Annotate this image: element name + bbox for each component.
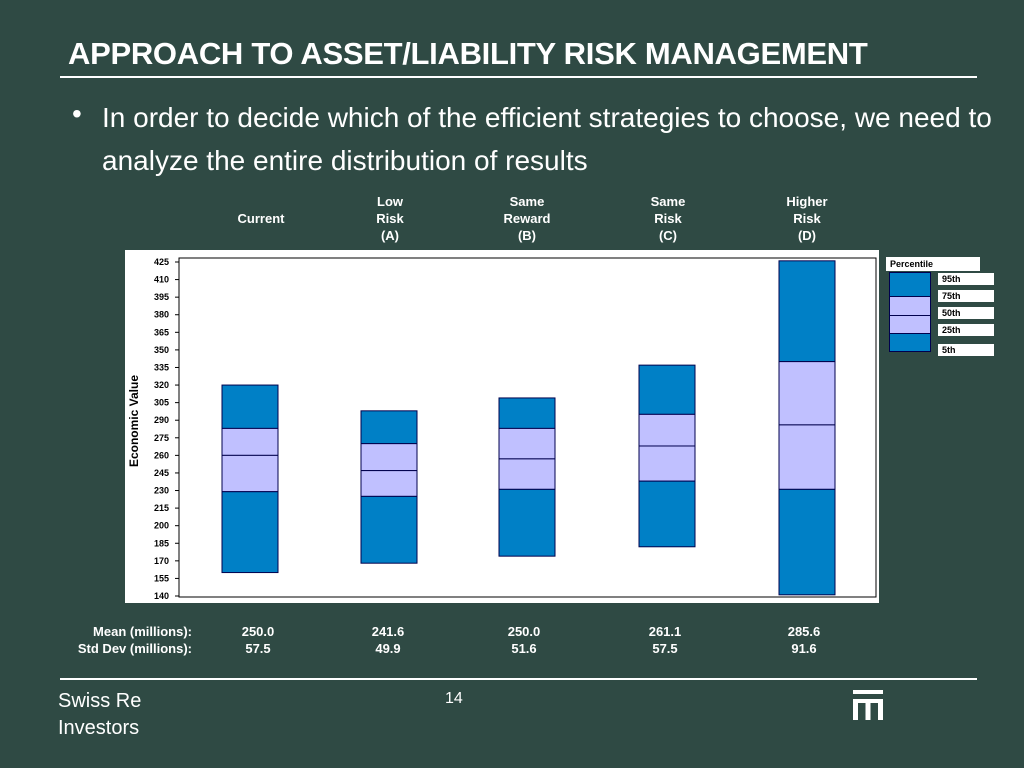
bullet-text: In order to decide which of the efficien… xyxy=(102,102,992,176)
column-header-line1: Same xyxy=(650,194,686,209)
std-dev-value-a: 49.9 xyxy=(375,641,401,656)
column-header-c: Same Risk (C) xyxy=(613,193,723,244)
mean-value-b: 250.0 xyxy=(507,624,541,639)
box-band-50-25 xyxy=(221,454,279,493)
y-tick-label: 200 xyxy=(154,521,169,531)
legend-swatch-inner-upper xyxy=(889,296,931,316)
chart-panel: 140 155 170 185 200 215 230 245 260 275 290 305 320 3… xyxy=(125,250,879,603)
column-header-line3: (B) xyxy=(517,228,537,243)
box-band-25-5 xyxy=(221,491,279,574)
box-band-25-5 xyxy=(778,488,836,596)
box-band-75-50 xyxy=(360,443,418,472)
column-header-line3: (A) xyxy=(380,228,400,243)
box-band-75-50 xyxy=(221,427,279,456)
column-header-line1 xyxy=(206,193,316,210)
column-header-d: Higher Risk (D) xyxy=(752,193,862,244)
y-tick-label: 275 xyxy=(154,433,169,443)
box-band-75-50 xyxy=(498,427,556,460)
box-band-95-75 xyxy=(221,384,279,429)
y-tick-label: 320 xyxy=(154,380,169,390)
footer-brand: Swiss Re Investors xyxy=(58,688,141,742)
footer-line-2: Investors xyxy=(58,717,140,739)
box-band-95-75 xyxy=(360,410,418,445)
column-header-line1: Higher xyxy=(786,194,828,209)
column-header-line1: Low xyxy=(377,194,403,209)
y-tick-label: 260 xyxy=(154,450,169,460)
box-band-50-25 xyxy=(360,470,418,497)
y-tick-label: 335 xyxy=(154,362,169,372)
column-header-line2: Risk xyxy=(376,211,404,226)
legend-label-25th: 25th xyxy=(938,324,994,336)
box-band-50-25 xyxy=(498,458,556,490)
y-tick-label: 170 xyxy=(154,556,169,566)
y-tick-label: 425 xyxy=(154,257,169,267)
column-header-line3: (C) xyxy=(658,228,678,243)
legend-swatch-outer-lower xyxy=(889,333,931,352)
y-tick-label: 410 xyxy=(154,275,169,285)
std-dev-label: Std Dev (millions): xyxy=(77,641,192,656)
slide-title: APPROACH TO ASSET/LIABILITY RISK MANAGEM… xyxy=(68,36,868,71)
y-tick-label: 350 xyxy=(154,345,169,355)
legend-swatch-inner-lower xyxy=(889,315,931,334)
swiss-re-logo xyxy=(853,690,883,720)
y-tick-label: 185 xyxy=(154,538,169,548)
box-band-25-5 xyxy=(360,495,418,564)
y-tick-label: 395 xyxy=(154,292,169,302)
y-tick-label: 155 xyxy=(154,573,169,583)
y-tick-label: 305 xyxy=(154,398,169,408)
std-dev-value-b: 51.6 xyxy=(511,641,537,656)
mean-value-a: 241.6 xyxy=(371,624,405,639)
box-band-75-50 xyxy=(638,413,696,447)
mean-value-d: 285.6 xyxy=(787,624,821,639)
title-divider xyxy=(60,76,977,78)
box-band-50-25 xyxy=(778,424,836,490)
legend-title: Percentile xyxy=(886,257,980,271)
bullet-marker: • xyxy=(72,98,82,129)
footer-line-1: Swiss Re xyxy=(58,690,142,712)
footer-divider xyxy=(60,678,977,680)
std-dev-value-current: 57.5 xyxy=(245,641,271,656)
box-band-25-5 xyxy=(638,480,696,548)
box-band-50-25 xyxy=(638,445,696,482)
mean-value-current: 250.0 xyxy=(241,624,275,639)
page-number: 14 xyxy=(445,690,463,707)
y-tick-label: 380 xyxy=(154,310,169,320)
mean-value-c: 261.1 xyxy=(648,624,682,639)
mean-label: Mean (millions): xyxy=(93,624,192,639)
column-header-b: Same Reward (B) xyxy=(472,193,582,244)
y-tick-label: 245 xyxy=(154,468,169,478)
legend-swatch-outer-upper xyxy=(889,272,931,297)
column-header-a: Low Risk (A) xyxy=(335,193,445,244)
legend-label-95th: 95th xyxy=(938,273,994,285)
y-tick-label: 140 xyxy=(154,591,169,601)
y-tick-label: 365 xyxy=(154,327,169,337)
column-header-line1: Same xyxy=(509,194,545,209)
std-dev-value-c: 57.5 xyxy=(652,641,678,656)
column-header-line2: Risk xyxy=(654,211,682,226)
box-chart: 140 155 170 185 200 215 230 245 260 275 290 305 320 3… xyxy=(154,257,877,601)
legend-label-75th: 75th xyxy=(938,290,994,302)
y-tick-label: 215 xyxy=(154,503,169,513)
box-band-95-75 xyxy=(498,397,556,429)
box-band-75-50 xyxy=(778,361,836,426)
column-header-current: Current xyxy=(206,193,316,227)
column-header-line2: Reward xyxy=(503,211,551,226)
std-dev-value-d: 91.6 xyxy=(791,641,817,656)
y-axis-label: Economic Value xyxy=(127,374,141,468)
column-header-line3: (D) xyxy=(797,228,817,243)
box-band-25-5 xyxy=(498,488,556,557)
box-band-95-75 xyxy=(638,364,696,415)
legend-label-5th: 5th xyxy=(938,344,994,356)
box-band-95-75 xyxy=(778,260,836,363)
column-header-line2: Risk xyxy=(793,211,821,226)
y-tick-label: 230 xyxy=(154,486,169,496)
legend-label-50th: 50th xyxy=(938,307,994,319)
column-header-line2: Current xyxy=(237,211,285,226)
y-tick-label: 290 xyxy=(154,415,169,425)
